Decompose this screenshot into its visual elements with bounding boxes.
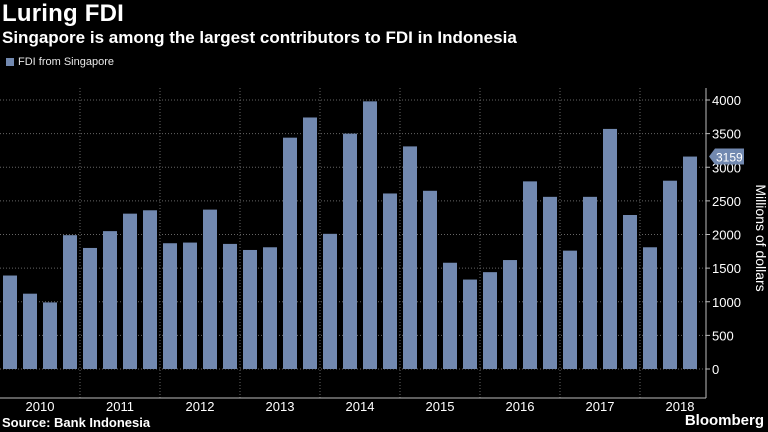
bar: [543, 196, 557, 369]
legend-label: FDI from Singapore: [18, 56, 114, 68]
x-tick-label: 2010: [26, 399, 55, 414]
y-tick-label: 2000: [712, 228, 741, 243]
bar: [303, 117, 317, 369]
last-value-callout: [709, 148, 744, 165]
x-tick-label: 2015: [426, 399, 455, 414]
x-tick-label: 2013: [266, 399, 295, 414]
x-tick-label: 2012: [186, 399, 215, 414]
bar: [143, 210, 157, 369]
bar: [663, 180, 677, 369]
bar: [23, 293, 37, 369]
bar: [183, 242, 197, 369]
chart-title: Luring FDI: [2, 0, 124, 27]
bar: [243, 249, 257, 369]
bar: [623, 214, 637, 369]
bar: [83, 247, 97, 369]
bar: [423, 190, 437, 369]
x-tick-label: 2016: [506, 399, 535, 414]
bar: [163, 243, 177, 369]
y-tick-label: 1000: [712, 295, 741, 310]
bar: [223, 243, 237, 369]
bar: [643, 247, 657, 369]
y-tick-label: 0: [712, 362, 719, 377]
bar: [443, 262, 457, 369]
y-tick-label: 2500: [712, 194, 741, 209]
legend-swatch: [6, 58, 14, 66]
bloomberg-logo: Bloomberg: [684, 412, 764, 429]
source-note: Source: Bank Indonesia: [2, 415, 151, 430]
bar: [683, 156, 697, 369]
x-tick-label: 2014: [346, 399, 375, 414]
bar: [563, 250, 577, 369]
bar: [323, 233, 337, 369]
bar: [283, 137, 297, 369]
bar: [103, 231, 117, 369]
bar: [583, 196, 597, 369]
y-tick-label: 1500: [712, 261, 741, 276]
bar: [463, 279, 477, 369]
bar: [123, 213, 137, 369]
bar: [403, 146, 417, 369]
chart-legend: FDI from Singapore: [6, 56, 114, 68]
x-tick-label: 2017: [586, 399, 615, 414]
bar: [383, 193, 397, 369]
chart-subtitle: Singapore is among the largest contribut…: [2, 28, 517, 47]
bar: [503, 260, 517, 369]
bar: [63, 235, 77, 369]
x-tick-label: 2011: [106, 399, 134, 414]
y-tick-label: 500: [712, 328, 734, 343]
bar: [203, 209, 217, 369]
last-value-label: 3159: [716, 151, 743, 165]
bar: [43, 302, 57, 369]
y-tick-label: 4000: [712, 93, 741, 108]
x-tick-label: 2018: [666, 399, 695, 414]
bar: [3, 275, 17, 369]
bar: [343, 133, 357, 369]
y-tick-label: 3500: [712, 127, 741, 142]
bar: [483, 272, 497, 369]
y-axis-title: Millions of dollars: [753, 184, 768, 291]
bar: [263, 247, 277, 369]
bar: [363, 101, 377, 369]
bar: [523, 181, 537, 369]
bar: [603, 128, 617, 369]
